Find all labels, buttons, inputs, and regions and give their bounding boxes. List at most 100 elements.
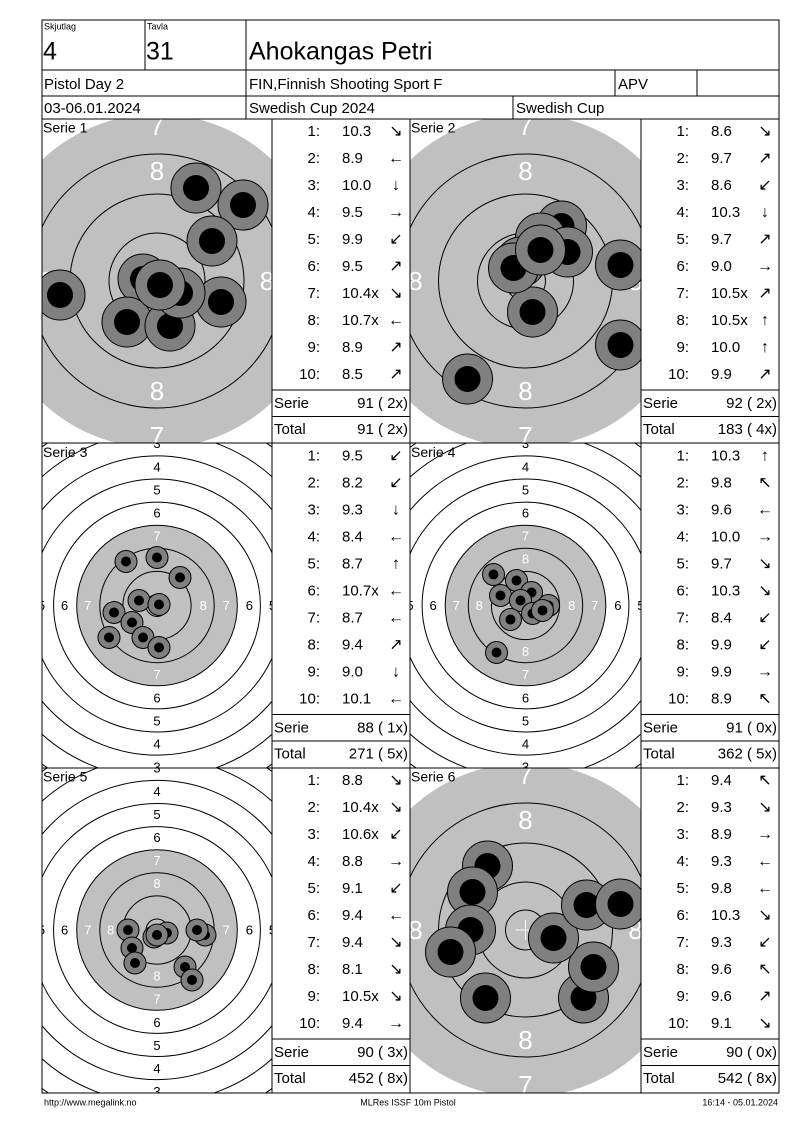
- shot-hole: [527, 237, 554, 263]
- shot-number: 8:: [676, 961, 689, 978]
- shot-score: 9.4: [342, 934, 363, 951]
- total-label: Total: [274, 1070, 306, 1087]
- shot-direction: ↘: [389, 988, 402, 1005]
- serie-label: Serie: [274, 395, 309, 412]
- shot-direction: ↘: [389, 772, 402, 789]
- shot-direction: ↙: [389, 475, 402, 492]
- total-score: 91 ( 2x): [357, 421, 408, 438]
- shot-number: 5:: [676, 555, 689, 572]
- shot-hole: [491, 647, 502, 658]
- shot-hole: [511, 575, 522, 586]
- shot-hole: [175, 572, 185, 583]
- shot-number: 1:: [307, 447, 320, 464]
- shot-direction: ↙: [758, 637, 771, 654]
- shot-direction: ←: [757, 502, 773, 519]
- ring-label: 4: [15, 598, 22, 613]
- shot-score: 10.7x: [342, 312, 379, 329]
- shot-number: 2:: [676, 150, 689, 167]
- ring-label: 6: [153, 690, 160, 705]
- shot-number: 4:: [307, 528, 320, 545]
- ring-label: 6: [153, 506, 160, 521]
- ring-label: 4: [153, 1061, 160, 1076]
- date: 03-06.01.2024: [44, 100, 141, 117]
- ring-label: 8: [568, 598, 575, 613]
- ring-label: 4: [15, 922, 22, 937]
- shot-score: 10.5x: [711, 312, 748, 329]
- shot-direction: ↖: [758, 691, 771, 708]
- shot-direction: →: [757, 826, 773, 843]
- shot-score: 9.0: [342, 663, 363, 680]
- shot-hole: [152, 930, 162, 940]
- ring: [76, 849, 238, 1011]
- shot-hole: [580, 954, 607, 980]
- series-name: Swedish Cup: [516, 100, 604, 117]
- shot-score: 9.4: [342, 907, 363, 924]
- shot-direction: ←: [388, 529, 404, 546]
- shot-direction: ↘: [758, 1015, 771, 1032]
- shot-score: 10.5x: [711, 285, 748, 302]
- shot-hole: [123, 925, 133, 935]
- shot-hole: [104, 632, 114, 643]
- shot-number: 1:: [307, 123, 320, 140]
- total-score: 271 ( 5x): [349, 745, 408, 762]
- shot-number: 9:: [676, 663, 689, 680]
- ring-label: 6: [153, 1015, 160, 1030]
- ring-label: 7: [518, 421, 532, 451]
- shot-number: 8:: [307, 312, 320, 329]
- shot-number: 4:: [676, 528, 689, 545]
- shot-score: 8.4: [711, 609, 732, 626]
- shot-score: 8.2: [342, 474, 363, 491]
- shot-number: 5:: [307, 231, 320, 248]
- shot-direction: ↗: [758, 285, 771, 302]
- shot-direction: ↗: [758, 231, 771, 248]
- shot-number: 5:: [676, 880, 689, 897]
- shot-number: 8:: [307, 961, 320, 978]
- ring-label: 4: [660, 598, 667, 613]
- target-label: Tavla: [147, 21, 168, 31]
- shot-score: 8.9: [711, 690, 732, 707]
- shot-direction: ↖: [758, 961, 771, 978]
- shot-direction: →: [757, 258, 773, 275]
- ring-label: 4: [522, 737, 529, 752]
- shot-number: 4:: [676, 204, 689, 221]
- club: FIN,Finnish Shooting Sport F: [249, 76, 442, 93]
- shot-score: 8.5: [342, 366, 363, 383]
- shot-score: 10.0: [342, 177, 371, 194]
- shot-hole: [230, 192, 256, 218]
- shot-hole: [495, 590, 506, 601]
- shot-direction: ↗: [758, 150, 771, 167]
- shot-hole: [607, 252, 634, 278]
- shot-hole: [187, 975, 197, 985]
- shot-score: 8.9: [342, 339, 363, 356]
- shot-direction: →: [388, 1015, 404, 1032]
- shot-direction: ↙: [389, 826, 402, 843]
- ring-label: 7: [591, 598, 598, 613]
- serie-score: 92 ( 2x): [726, 395, 777, 412]
- ring: [42, 455, 272, 756]
- ring-label: 4: [292, 922, 299, 937]
- footer-left: http://www.megalink.no: [44, 1097, 137, 1107]
- shot-direction: ↗: [389, 366, 402, 383]
- shot-direction: ↘: [389, 799, 402, 816]
- ring: [410, 478, 641, 733]
- total-label: Total: [274, 745, 306, 762]
- shot-score: 8.6: [711, 123, 732, 140]
- total-label: Total: [643, 745, 675, 762]
- total-label: Total: [643, 1070, 675, 1087]
- shot-hole: [505, 614, 516, 625]
- shot-direction: ↗: [758, 366, 771, 383]
- shot-hole: [488, 569, 499, 580]
- shot-direction: ←: [388, 150, 404, 167]
- shot-hole: [127, 943, 137, 953]
- ring-label: 8: [150, 156, 164, 186]
- shot-score: 8.4: [342, 528, 363, 545]
- shot-number: 2:: [307, 150, 320, 167]
- shot-number: 9:: [676, 988, 689, 1005]
- shot-score: 9.7: [711, 555, 732, 572]
- shot-hole: [152, 552, 162, 563]
- serie-title: Serie 5: [43, 769, 88, 785]
- shot-number: 6:: [676, 582, 689, 599]
- ring-label: 8: [408, 915, 422, 945]
- ring-label: 8: [153, 876, 160, 891]
